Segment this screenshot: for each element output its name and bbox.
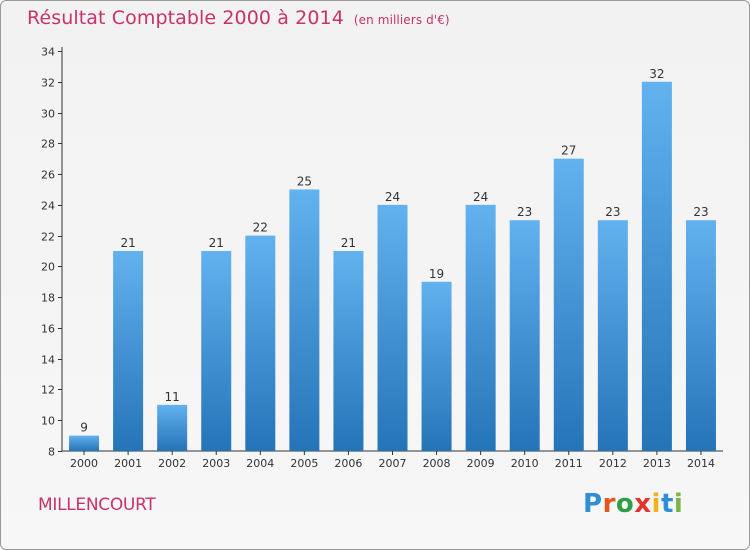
- y-tick-label: 24: [41, 200, 55, 213]
- logo-letter: r: [602, 489, 616, 519]
- x-tick-label: 2002: [158, 457, 186, 470]
- y-tick-label: 18: [41, 292, 55, 305]
- bar: [377, 204, 408, 451]
- bar: [553, 158, 584, 451]
- x-tick-label: 2000: [70, 457, 98, 470]
- data-label: 19: [429, 267, 444, 281]
- x-tick-label: 2013: [643, 457, 671, 470]
- bar: [597, 220, 628, 451]
- bar: [421, 281, 452, 451]
- x-tick-label: 2004: [246, 457, 274, 470]
- x-tick-label: 2001: [114, 457, 142, 470]
- data-label: 27: [561, 144, 576, 158]
- y-tick-label: 20: [41, 261, 55, 274]
- x-tick-label: 2014: [687, 457, 715, 470]
- y-tick-label: 12: [41, 384, 55, 397]
- data-label: 22: [253, 221, 268, 235]
- bar: [245, 235, 276, 451]
- bar: [157, 404, 188, 451]
- logo-letter: P: [583, 489, 603, 519]
- y-tick-label: 16: [41, 323, 55, 336]
- logo-letter: x: [634, 489, 652, 519]
- data-label: 9: [80, 421, 88, 435]
- data-label: 21: [341, 236, 356, 250]
- bar: [201, 251, 232, 451]
- x-tick-label: 2007: [379, 457, 407, 470]
- data-label: 23: [693, 205, 708, 219]
- y-tick-label: 10: [41, 415, 55, 428]
- bar: [641, 81, 672, 452]
- x-tick-label: 2009: [467, 457, 495, 470]
- x-tick-label: 2005: [290, 457, 318, 470]
- chart-title-text: Résultat Comptable 2000 à 2014: [27, 7, 344, 29]
- data-label: 23: [605, 205, 620, 219]
- y-tick-label: 22: [41, 231, 55, 244]
- proxiti-logo[interactable]: Proxiti: [583, 489, 683, 519]
- bar: [69, 435, 100, 451]
- data-label: 21: [120, 236, 135, 250]
- chart-title: Résultat Comptable 2000 à 2014 (en millie…: [27, 7, 450, 29]
- x-tick-label: 2010: [511, 457, 539, 470]
- data-label: 11: [165, 390, 180, 404]
- logo-letter: i: [651, 489, 661, 519]
- bar: [685, 220, 716, 451]
- logo-letter: t: [660, 489, 674, 519]
- x-tick-label: 2008: [423, 457, 451, 470]
- bar: [289, 189, 320, 451]
- bar: [509, 220, 540, 451]
- chart-subtitle: (en milliers d'€): [353, 13, 450, 27]
- data-label: 23: [517, 205, 532, 219]
- commune-name: MILLENCOURT: [38, 495, 156, 515]
- bar: [113, 251, 144, 451]
- y-tick-label: 34: [41, 46, 55, 59]
- x-tick-label: 2012: [599, 457, 627, 470]
- bar: [465, 204, 496, 451]
- x-tick-label: 2003: [202, 457, 230, 470]
- data-label: 24: [473, 190, 488, 204]
- logo-letter: o: [615, 489, 635, 519]
- data-label: 21: [209, 236, 224, 250]
- logo-letter: i: [673, 489, 684, 519]
- data-label: 25: [297, 174, 312, 188]
- y-tick-label: 26: [41, 169, 55, 182]
- bar: [333, 251, 364, 451]
- y-tick-label: 30: [41, 108, 55, 121]
- y-tick-label: 14: [41, 354, 55, 367]
- y-tick-label: 32: [41, 77, 55, 90]
- y-tick-label: 8: [48, 446, 55, 459]
- x-tick-label: 2006: [334, 457, 362, 470]
- x-tick-label: 2011: [555, 457, 583, 470]
- y-tick-label: 28: [41, 138, 55, 151]
- data-label: 32: [649, 67, 664, 81]
- data-label: 24: [385, 190, 400, 204]
